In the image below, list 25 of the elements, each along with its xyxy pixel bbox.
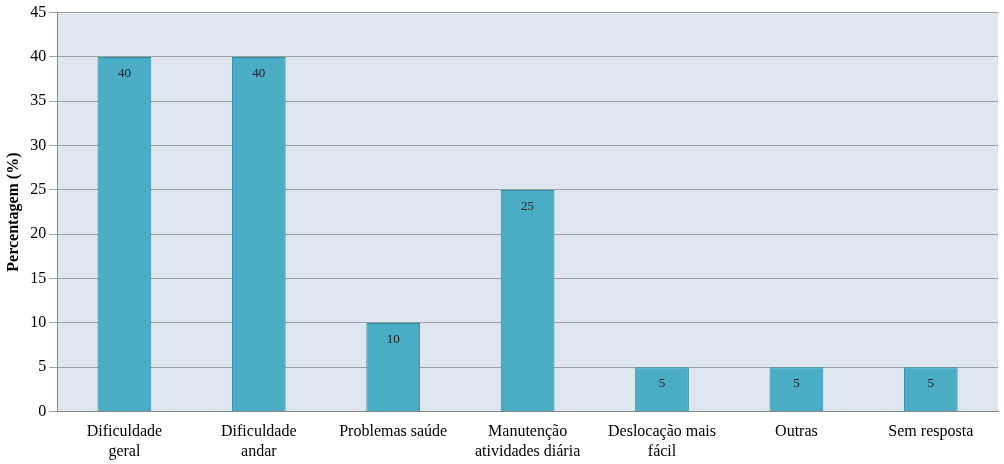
y-tick-label: 35 — [30, 91, 47, 109]
x-tick-label: Problemas saúde — [339, 422, 448, 440]
data-label: 40 — [252, 64, 266, 80]
data-label: 10 — [386, 330, 400, 346]
x-tick-label: Outras — [775, 422, 818, 440]
y-tick-label: 15 — [30, 268, 47, 286]
y-tick-label: 30 — [30, 135, 47, 153]
y-axis-title: Percentagem (%) — [3, 152, 22, 272]
y-tick-label: 45 — [30, 2, 47, 20]
y-tick-label: 40 — [30, 47, 47, 65]
x-tick-label: Deslocação mais fácil — [608, 422, 716, 459]
y-tick-label: 20 — [30, 224, 47, 242]
x-tick-label: Sem resposta — [888, 422, 974, 441]
y-tick-label: 10 — [30, 313, 47, 331]
y-tick-label: 0 — [38, 401, 47, 419]
data-label: 25 — [521, 197, 535, 213]
x-tick-label: Dificuldade andar — [221, 422, 297, 459]
data-label: 5 — [658, 375, 666, 391]
x-tick-label: Dificuldade geral — [86, 422, 163, 460]
data-label: 40 — [117, 64, 131, 80]
x-tick-label: Manutenção atividades diária — [474, 422, 581, 459]
y-tick-label: 25 — [30, 180, 47, 198]
data-label: 5 — [793, 375, 800, 391]
data-label: 5 — [927, 375, 935, 391]
y-tick-label: 5 — [38, 357, 47, 375]
